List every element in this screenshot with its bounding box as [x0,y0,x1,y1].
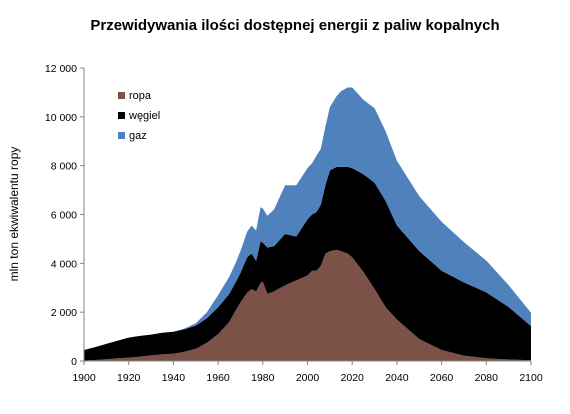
x-tick-label: 2020 [341,372,365,384]
x-tick-label: 2080 [475,372,499,384]
legend-label-0: ropa [129,90,152,102]
y-tick-label: 12 000 [45,63,77,75]
legend: ropa węgiel gaz [118,90,160,142]
areas-layer [84,87,531,361]
legend-swatch-1 [118,112,125,119]
y-axis-title: mln ton ekwiwalentu ropy [7,147,21,282]
y-tick-label: 4 000 [51,258,77,270]
axes-layer: 0 2 000 4 000 6 000 8 000 10 000 12 000 1900 192… [45,63,543,384]
y-tick-label: 2 000 [51,307,77,319]
y-tick-label: 8 000 [51,161,77,173]
legend-swatch-0 [118,92,125,99]
x-tick-label: 1960 [206,372,230,384]
x-tick-label: 1900 [72,372,96,384]
y-tick-label: 6 000 [51,210,77,222]
area-series-1 [84,166,531,361]
x-tick-label: 1940 [162,372,186,384]
y-tick-label: 0 [71,356,77,368]
x-tick-label: 2100 [519,372,543,384]
legend-label-2: gaz [129,130,147,142]
y-tick-label: 10 000 [45,112,77,124]
x-tick-label: 1920 [117,372,141,384]
area-series-0 [84,249,531,361]
x-tick-label: 1980 [251,372,275,384]
area-series-2 [84,87,531,350]
chart-title: Przewidywania ilości dostępnej energii z… [90,17,500,34]
x-tick-label: 2000 [296,372,320,384]
legend-swatch-2 [118,132,125,139]
x-tick-label: 2040 [385,372,409,384]
legend-label-1: węgiel [128,110,160,122]
x-tick-label: 2060 [430,372,454,384]
